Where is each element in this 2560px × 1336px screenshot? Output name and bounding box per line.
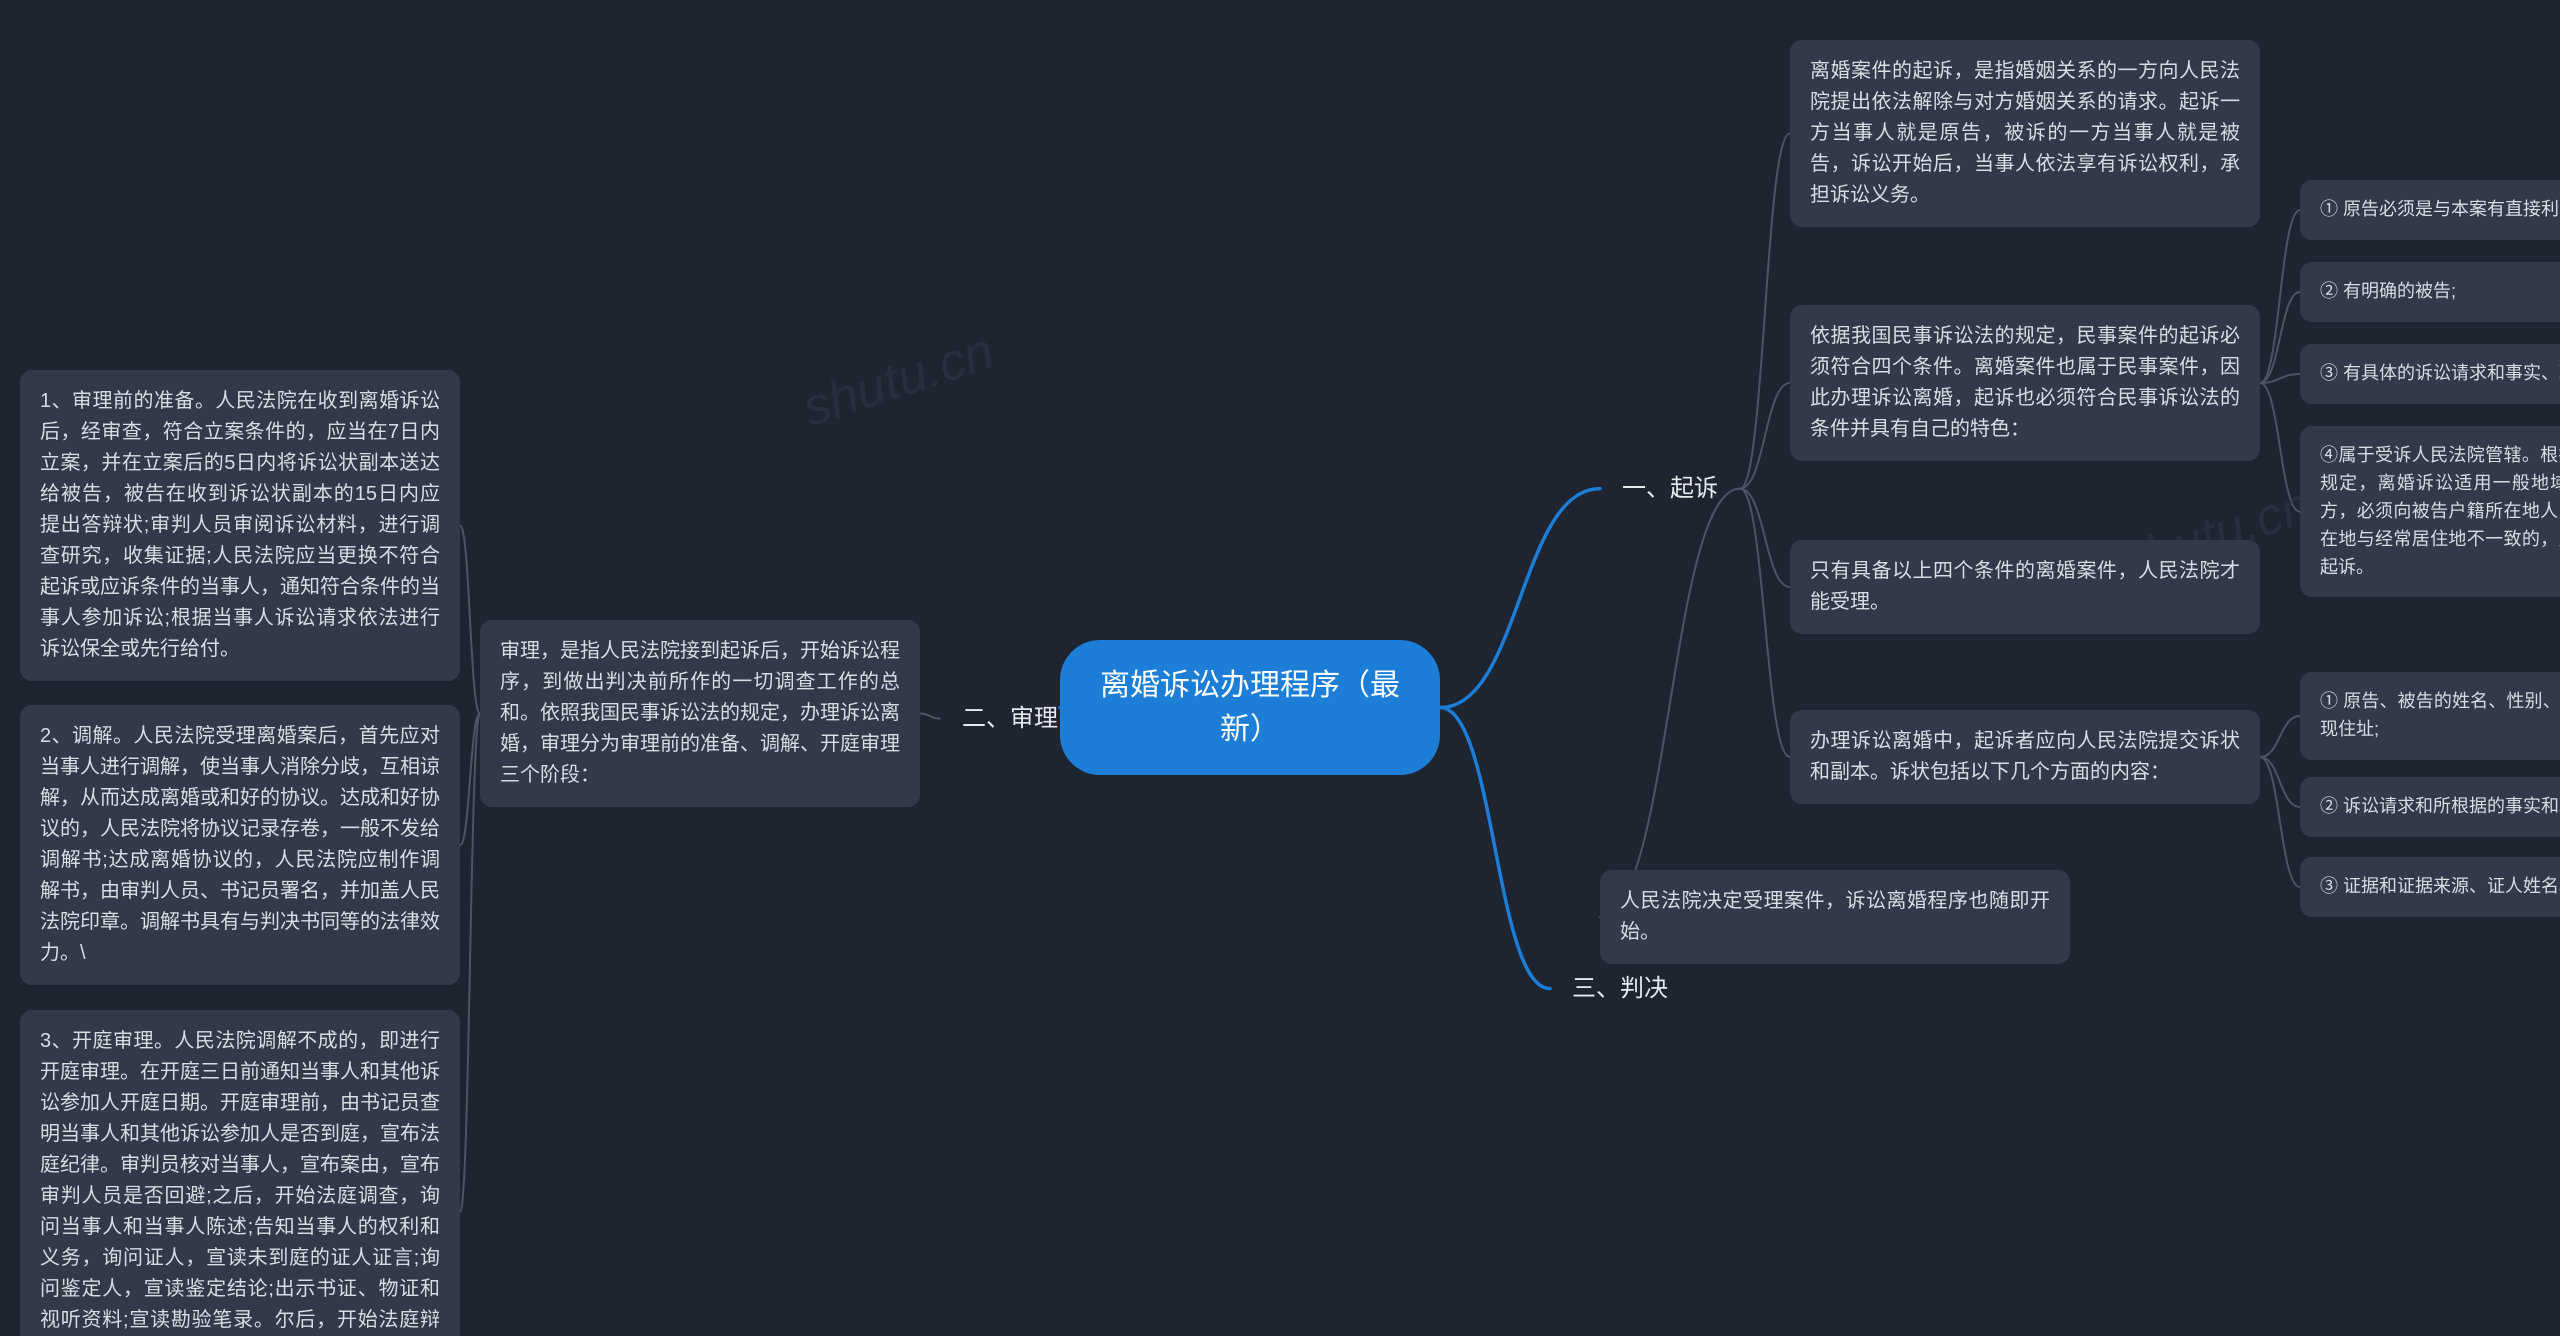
b1-c4-item-1[interactable]: ① 原告、被告的姓名、性别、年龄、籍贯、工作单位及现住址; — [2300, 672, 2560, 760]
branch-3[interactable]: 三、判决 — [1550, 960, 1690, 1017]
b1-c2-item-4[interactable]: ④属于受诉人民法院管辖。根据我国《民事诉讼法》的规定，离婚诉讼适用一般地域管辖。… — [2300, 426, 2560, 597]
b1-c2-item-3[interactable]: ③ 有具体的诉讼请求和事实、理由; — [2300, 344, 2560, 404]
b1-child-2[interactable]: 依据我国民事诉讼法的规定，民事案件的起诉必须符合四个条件。离婚案件也属于民事案件… — [1790, 305, 2260, 461]
b2-desc[interactable]: 审理，是指人民法院接到起诉后，开始诉讼程序，到做出判决前所作的一切调查工作的总和… — [480, 620, 920, 807]
b1-child-5[interactable]: 人民法院决定受理案件，诉讼离婚程序也随即开始。 — [1600, 870, 2070, 964]
b1-c4-item-3[interactable]: ③ 证据和证据来源、证人姓名和住址。 — [2300, 857, 2560, 917]
b1-child-4[interactable]: 办理诉讼离婚中，起诉者应向人民法院提交诉状和副本。诉状包括以下几个方面的内容： — [1790, 710, 2260, 804]
b1-c2-item-1[interactable]: ① 原告必须是与本案有直接利害关系的个人; — [2300, 180, 2560, 240]
b1-child-1[interactable]: 离婚案件的起诉，是指婚姻关系的一方向人民法院提出依法解除与对方婚姻关系的请求。起… — [1790, 40, 2260, 227]
b1-c4-item-2[interactable]: ② 诉讼请求和所根据的事实和理由; — [2300, 777, 2560, 837]
b1-c2-item-2[interactable]: ② 有明确的被告; — [2300, 262, 2560, 322]
watermark-1: shutu.cn — [796, 321, 1001, 439]
central-topic[interactable]: 离婚诉讼办理程序（最新） — [1060, 640, 1440, 775]
b2-stage-1[interactable]: 1、审理前的准备。人民法院在收到离婚诉讼后，经审查，符合立案条件的，应当在7日内… — [20, 370, 460, 681]
b1-child-3[interactable]: 只有具备以上四个条件的离婚案件，人民法院才能受理。 — [1790, 540, 2260, 634]
b2-stage-3[interactable]: 3、开庭审理。人民法院调解不成的，即进行开庭审理。在开庭三日前通知当事人和其他诉… — [20, 1010, 460, 1336]
branch-2[interactable]: 二、审理 — [940, 690, 1080, 747]
branch-1[interactable]: 一、起诉 — [1600, 460, 1740, 517]
b2-stage-2[interactable]: 2、调解。人民法院受理离婚案后，首先应对当事人进行调解，使当事人消除分歧，互相谅… — [20, 705, 460, 985]
